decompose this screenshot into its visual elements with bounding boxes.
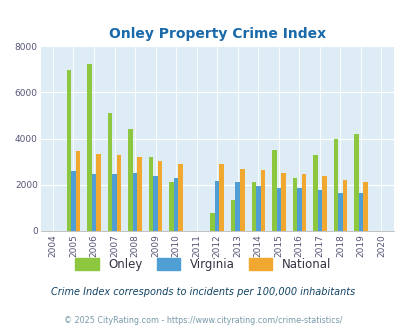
Title: Onley Property Crime Index: Onley Property Crime Index [109, 27, 325, 41]
Bar [96, 154, 100, 231]
Bar [92, 174, 96, 231]
Bar [210, 213, 214, 231]
Bar [280, 173, 285, 231]
Bar [317, 190, 321, 231]
Bar [333, 139, 337, 231]
Bar [276, 188, 280, 231]
Bar [251, 182, 256, 231]
Bar [292, 178, 296, 231]
Bar [173, 178, 178, 231]
Bar [75, 151, 80, 231]
Bar [112, 174, 117, 231]
Bar [117, 155, 121, 231]
Bar [271, 150, 276, 231]
Bar [358, 193, 362, 231]
Bar [137, 157, 141, 231]
Bar [337, 193, 342, 231]
Bar [260, 171, 264, 231]
Bar [132, 173, 137, 231]
Text: © 2025 CityRating.com - https://www.cityrating.com/crime-statistics/: © 2025 CityRating.com - https://www.city… [64, 315, 341, 325]
Bar [128, 129, 132, 231]
Bar [239, 169, 244, 231]
Bar [149, 157, 153, 231]
Legend: Onley, Virginia, National: Onley, Virginia, National [70, 253, 335, 276]
Bar [353, 134, 358, 231]
Bar [256, 186, 260, 231]
Bar [66, 70, 71, 231]
Bar [158, 160, 162, 231]
Bar [153, 176, 158, 231]
Bar [296, 187, 301, 231]
Bar [301, 174, 305, 231]
Bar [321, 176, 326, 231]
Bar [342, 180, 346, 231]
Bar [312, 155, 317, 231]
Bar [235, 182, 239, 231]
Bar [214, 181, 219, 231]
Bar [169, 182, 173, 231]
Bar [362, 182, 367, 231]
Bar [178, 164, 183, 231]
Bar [71, 171, 75, 231]
Bar [87, 64, 92, 231]
Text: Crime Index corresponds to incidents per 100,000 inhabitants: Crime Index corresponds to incidents per… [51, 287, 354, 297]
Bar [219, 164, 224, 231]
Bar [230, 200, 235, 231]
Bar [107, 113, 112, 231]
